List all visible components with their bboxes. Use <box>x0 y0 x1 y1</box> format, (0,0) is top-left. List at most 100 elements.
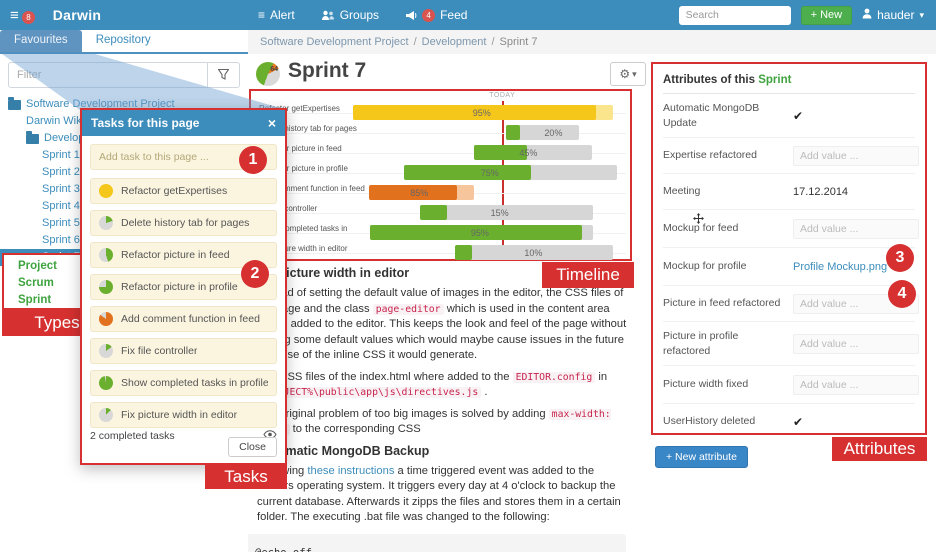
task-progress-pie <box>99 312 113 326</box>
notification-count-badge: 8 <box>22 11 35 24</box>
gear-icon: ⚙ <box>619 67 631 81</box>
page-settings-button[interactable]: ⚙ ▾ <box>610 62 646 86</box>
attribute-value: 17.12.2014 <box>781 186 915 198</box>
paragraph: The CSS files of the index.html where ad… <box>257 370 627 401</box>
section-heading: Automatic MongoDB Backup <box>257 444 627 458</box>
task-item[interactable]: Delete history tab for pages <box>90 210 277 236</box>
tree-item-label: Sprint 1 <box>42 149 80 161</box>
bullhorn-icon <box>405 10 417 21</box>
type-item-project[interactable]: Project <box>18 260 57 272</box>
tab-favourites[interactable]: Favourites <box>0 30 82 52</box>
attribute-value-input[interactable] <box>793 218 919 239</box>
task-progress-pie <box>99 184 113 198</box>
move-cursor-icon <box>693 211 704 229</box>
attribute-value-input[interactable] <box>793 374 919 395</box>
person-icon <box>862 8 872 22</box>
type-item-scrum[interactable]: Scrum <box>18 277 54 289</box>
menu-item-feed[interactable]: 4 Feed <box>405 8 467 22</box>
attribute-label: Meeting <box>663 185 701 197</box>
task-item[interactable]: Refactor picture in profile <box>90 274 277 300</box>
new-button[interactable]: + New <box>800 5 853 25</box>
filter-input[interactable] <box>8 62 208 88</box>
today-label: TODAY <box>489 92 516 99</box>
tree-item-darwin-wiki[interactable]: Darwin Wiki <box>0 113 248 130</box>
gantt-row: Delete history tab for pages 20% <box>251 123 630 143</box>
gantt-row-label: Fix file controller <box>259 204 318 213</box>
type-item-sprint[interactable]: Sprint <box>18 294 52 306</box>
article: Fix picture width in editor Instead of se… <box>243 266 633 552</box>
add-task-input[interactable] <box>90 144 277 170</box>
app-brand[interactable]: Darwin <box>52 7 102 23</box>
tree-item-sprint-3[interactable]: Sprint 3 <box>0 181 248 198</box>
tree-item-sprint-2[interactable]: Sprint 2 <box>0 164 248 181</box>
tree-item-software-development-project[interactable]: Software Development Project <box>0 96 248 113</box>
gantt-percent-label: 95% <box>472 108 491 118</box>
search-input[interactable] <box>678 5 791 25</box>
text-run: which is used in the content area where … <box>257 302 627 362</box>
tree-item-label: Sprint 5 <box>42 217 80 229</box>
gantt-bar-segment <box>404 165 532 180</box>
attribute-value-link[interactable]: Profile Mockup.png <box>793 260 888 273</box>
folder-icon <box>26 130 39 144</box>
attribute-value <box>781 145 919 166</box>
new-attribute-button[interactable]: + New attribute <box>655 446 748 468</box>
attribute-value-input[interactable] <box>793 293 919 314</box>
attribute-value: Profile Mockup.png <box>781 261 915 273</box>
task-label: Fix picture width in editor <box>121 409 238 421</box>
attribute-label: Automatic MongoDB Update <box>663 101 760 129</box>
tree-item-sprint-1[interactable]: Sprint 1 <box>0 147 248 164</box>
sprint-progress-value: 64 <box>270 66 278 73</box>
inline-code: page-editor <box>372 303 444 315</box>
task-item[interactable]: Fix picture width in editor <box>90 402 277 428</box>
task-progress-pie <box>99 408 113 422</box>
tree-item-label: Sprint 3 <box>42 183 80 195</box>
gantt-bar-segment <box>454 245 613 260</box>
close-button[interactable]: Close <box>228 437 277 457</box>
attribute-value: ✔ <box>781 109 915 123</box>
tree-item-sprint-6[interactable]: Sprint 6 <box>0 232 248 249</box>
menu-item-groups[interactable]: Groups <box>321 8 379 22</box>
tasks-popup-body: Refactor getExpertises Delete history tab… <box>90 144 277 428</box>
task-item[interactable]: Add comment function in feed <box>90 306 277 332</box>
text-run: The CSS files of the index.html where ad… <box>257 370 513 383</box>
close-icon[interactable]: × <box>267 115 276 131</box>
sidebar-tabs: Favourites Repository <box>0 30 248 54</box>
breadcrumb-project[interactable]: Software Development Project <box>260 36 409 48</box>
tree-item-sprint-5[interactable]: Sprint 5 <box>0 215 248 232</box>
annotation-circle-2: 2 <box>241 260 269 288</box>
gantt-percent-label: 10% <box>524 248 543 258</box>
chevron-down-icon: ▾ <box>919 9 924 20</box>
completed-tasks-count: 2 completed tasks <box>90 430 175 442</box>
attribute-row: Mockup for feed <box>663 210 919 248</box>
task-item[interactable]: Fix file controller <box>90 338 277 364</box>
tab-repository[interactable]: Repository <box>95 34 151 46</box>
sidebar-toggle-icon[interactable]: ≡ <box>10 6 19 24</box>
tree-item-sprint-4[interactable]: Sprint 4 <box>0 198 248 215</box>
attribute-value-input[interactable] <box>793 145 919 166</box>
feed-count-badge: 4 <box>422 8 436 22</box>
task-item[interactable]: Refactor getExpertises <box>90 178 277 204</box>
gantt-percent-label: 45% <box>519 148 538 158</box>
menu-item-alert[interactable]: ≡ Alert <box>258 8 295 22</box>
breadcrumb-separator: / <box>413 36 417 48</box>
gantt-bar-segment <box>454 245 472 260</box>
paragraph: The original problem of too big images i… <box>257 407 627 438</box>
gantt-percent-label: 95% <box>470 228 489 238</box>
checkmark-icon: ✔ <box>793 414 804 429</box>
user-menu[interactable]: hauder ▾ <box>862 8 924 22</box>
task-item[interactable]: Show completed tasks in profile <box>90 370 277 396</box>
attribute-label: Picture in feed refactored <box>663 297 781 309</box>
annotation-circle-1: 1 <box>239 146 267 174</box>
gantt-bar-segment <box>420 205 447 220</box>
task-label: Refactor picture in profile <box>121 281 238 293</box>
text-link[interactable]: these instructions <box>307 464 395 477</box>
gantt-bar-segment <box>352 105 597 120</box>
breadcrumb-development[interactable]: Development <box>421 36 487 48</box>
filter-button[interactable] <box>208 62 240 88</box>
attribute-value-input[interactable] <box>793 333 919 354</box>
attribute-label: Expertise refactored <box>663 149 757 161</box>
main-content: 64 Sprint 7 ⚙ ▾ TODAY Refactor getExperti… <box>243 54 648 552</box>
annotation-label-attributes: Attributes <box>832 437 927 461</box>
text-run: Automatic MongoDB Backup <box>257 443 430 458</box>
